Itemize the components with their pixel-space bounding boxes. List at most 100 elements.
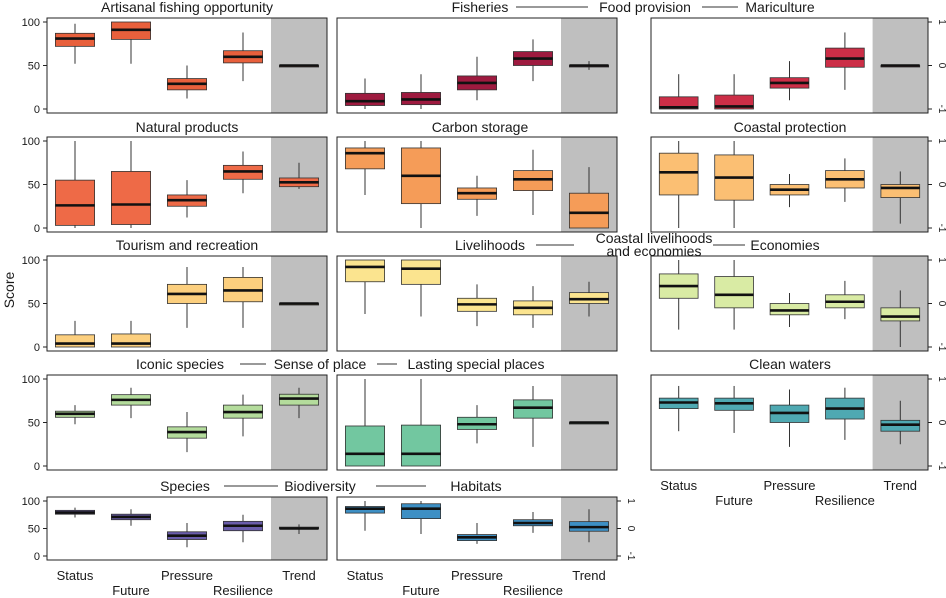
box-future xyxy=(111,320,152,348)
y-tick-label: 50 xyxy=(28,418,40,430)
box-status xyxy=(344,78,385,109)
box-pressure xyxy=(769,389,810,447)
box-status xyxy=(344,379,385,467)
x-label-resilience: Resilience xyxy=(815,493,875,508)
group-coastal-livelihoods-line2: and economies xyxy=(607,243,702,259)
box-body xyxy=(658,96,699,110)
x-label-pressure: Pressure xyxy=(763,478,815,493)
box-resilience xyxy=(513,512,554,533)
box-future xyxy=(111,509,152,526)
x-label-future: Future xyxy=(402,583,440,598)
box-body xyxy=(400,503,441,520)
panel-fisheries xyxy=(336,17,618,114)
title-livelihoods: Livelihoods xyxy=(455,237,525,253)
box-status xyxy=(658,74,699,110)
box-future xyxy=(400,74,441,109)
box-trend xyxy=(569,421,610,425)
box-trend xyxy=(278,524,319,534)
trend-tick-label: -1 xyxy=(936,224,946,233)
box-body xyxy=(344,259,385,283)
y-tick-label: 0 xyxy=(34,104,40,116)
x-label-future: Future xyxy=(715,493,753,508)
box-future xyxy=(714,385,754,433)
box-resilience xyxy=(825,280,865,320)
trend-tick-label: 1 xyxy=(936,138,946,144)
trend-tick-label: 1 xyxy=(625,498,636,504)
trend-tick-label: 0 xyxy=(625,526,636,532)
panel-economies: -1 0 1 xyxy=(650,255,946,352)
group-sense-of-place: Sense of place xyxy=(274,356,367,372)
y-tick-label: 50 xyxy=(28,524,40,536)
box-trend xyxy=(880,400,921,445)
y-tick-label: 50 xyxy=(28,180,40,192)
box-body xyxy=(344,425,385,467)
y-tick-label: 100 xyxy=(22,496,40,508)
box-body xyxy=(769,303,810,316)
box-resilience xyxy=(825,387,865,440)
box-body xyxy=(513,170,554,191)
panel-headers: Artisanal fishing opportunity Fisheries Fo… xyxy=(101,0,846,494)
box-status xyxy=(344,501,385,531)
title-artisanal-fishing: Artisanal fishing opportunity xyxy=(101,0,273,15)
box-resilience xyxy=(222,394,263,437)
box-body xyxy=(111,333,152,348)
panel-mariculture: -1 0 1 xyxy=(650,17,946,114)
group-coastal-livelihoods-line1: Coastal livelihoods xyxy=(596,230,713,246)
box-status xyxy=(658,141,699,228)
box-future xyxy=(400,259,441,317)
y-tick-label: 0 xyxy=(34,342,40,354)
box-future xyxy=(111,387,152,419)
box-status xyxy=(55,405,96,425)
x-label-pressure: Pressure xyxy=(451,568,503,583)
x-label-status: Status xyxy=(57,568,94,583)
box-status xyxy=(55,320,96,348)
box-body xyxy=(55,32,96,47)
x-label-status: Status xyxy=(347,568,384,583)
box-body xyxy=(714,276,754,309)
title-fisheries: Fisheries xyxy=(452,0,509,15)
box-pressure xyxy=(166,412,207,453)
box-body xyxy=(880,307,921,322)
trend-tick-label: 0 xyxy=(936,301,946,307)
trend-tick-label: 1 xyxy=(936,19,946,25)
box-resilience xyxy=(825,158,865,202)
panel-sense-of-place xyxy=(336,374,618,471)
box-resilience xyxy=(222,151,263,194)
panel-coastal-protection: -1 0 1 xyxy=(650,136,946,233)
title-carbon-storage: Carbon storage xyxy=(432,119,529,135)
trend-tick-label: 1 xyxy=(936,376,946,382)
box-pressure xyxy=(456,175,497,216)
box-pressure xyxy=(456,56,497,101)
box-resilience xyxy=(513,385,554,447)
title-coastal-protection: Coastal protection xyxy=(734,119,847,135)
box-body xyxy=(658,152,699,196)
box-trend xyxy=(880,290,921,347)
x-label-pressure: Pressure xyxy=(161,568,213,583)
box-body xyxy=(880,184,921,198)
box-trend xyxy=(569,281,610,317)
group-food-provision: Food provision xyxy=(599,0,691,15)
y-tick-label: 100 xyxy=(22,255,40,267)
box-status xyxy=(658,260,699,330)
box-trend xyxy=(880,64,921,68)
box-body xyxy=(344,147,385,170)
box-status xyxy=(344,259,385,314)
box-resilience xyxy=(222,266,263,328)
x-label-trend: Trend xyxy=(572,568,605,583)
box-pressure xyxy=(769,61,810,101)
box-future xyxy=(714,141,754,228)
panel-clean-waters: -1 0 1 xyxy=(650,374,946,471)
y-tick-label: 50 xyxy=(28,299,40,311)
panel-species: 0 50 100 xyxy=(22,496,328,563)
box-trend xyxy=(569,167,610,229)
box-future xyxy=(111,141,152,228)
box-future xyxy=(111,21,152,64)
x-label-resilience: Resilience xyxy=(213,583,273,598)
panel-iconic-species: 0 50 100 xyxy=(22,374,328,473)
box-body xyxy=(569,192,610,229)
y-tick-label: 50 xyxy=(28,61,40,73)
y-tick-label: 100 xyxy=(22,374,40,386)
box-body xyxy=(400,424,441,467)
